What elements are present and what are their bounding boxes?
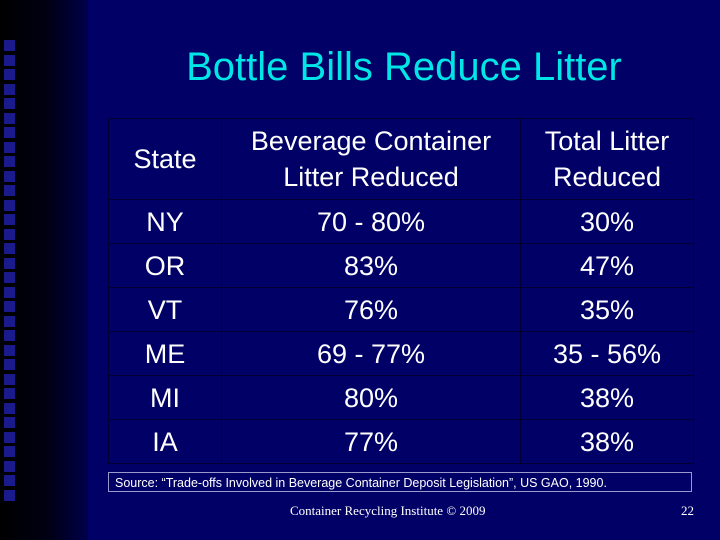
table-row: MI 80% 38% bbox=[108, 375, 694, 420]
table-row: VT 76% 35% bbox=[108, 287, 694, 332]
cell-total-reduction: 35% bbox=[520, 287, 694, 332]
cell-beverage-reduction: 70 - 80% bbox=[221, 199, 521, 244]
slide-title: Bottle Bills Reduce Litter bbox=[186, 45, 622, 89]
cell-state: ME bbox=[108, 331, 222, 376]
cell-state: MI bbox=[108, 375, 222, 420]
cell-total-reduction: 30% bbox=[520, 199, 694, 244]
cell-state: VT bbox=[108, 287, 222, 332]
decorative-square-column bbox=[4, 40, 18, 504]
cell-beverage-reduction: 83% bbox=[221, 243, 521, 288]
header-beverage-container-litter: Beverage Container Litter Reduced bbox=[221, 118, 521, 200]
cell-total-reduction: 38% bbox=[520, 419, 694, 464]
cell-state: IA bbox=[108, 419, 222, 464]
page-number: 22 bbox=[681, 503, 694, 518]
cell-beverage-reduction: 69 - 77% bbox=[221, 331, 521, 376]
header-total-litter: Total Litter Reduced bbox=[520, 118, 694, 200]
litter-reduction-table: State Beverage Container Litter Reduced … bbox=[108, 118, 694, 464]
cell-state: OR bbox=[108, 243, 222, 288]
table-row: OR 83% 47% bbox=[108, 243, 694, 288]
table-row: IA 77% 38% bbox=[108, 419, 694, 464]
table-row: NY 70 - 80% 30% bbox=[108, 199, 694, 244]
cell-total-reduction: 47% bbox=[520, 243, 694, 288]
header-state: State bbox=[108, 118, 222, 200]
cell-beverage-reduction: 76% bbox=[221, 287, 521, 332]
cell-beverage-reduction: 80% bbox=[221, 375, 521, 420]
table-header-row: State Beverage Container Litter Reduced … bbox=[108, 118, 694, 200]
footer-copyright: Container Recycling Institute © 2009 bbox=[290, 503, 486, 518]
cell-state: NY bbox=[108, 199, 222, 244]
cell-total-reduction: 35 - 56% bbox=[520, 331, 694, 376]
cell-beverage-reduction: 77% bbox=[221, 419, 521, 464]
left-gradient-bar bbox=[0, 0, 88, 540]
source-citation: Source: “Trade-offs Involved in Beverage… bbox=[108, 472, 692, 492]
table-row: ME 69 - 77% 35 - 56% bbox=[108, 331, 694, 376]
cell-total-reduction: 38% bbox=[520, 375, 694, 420]
